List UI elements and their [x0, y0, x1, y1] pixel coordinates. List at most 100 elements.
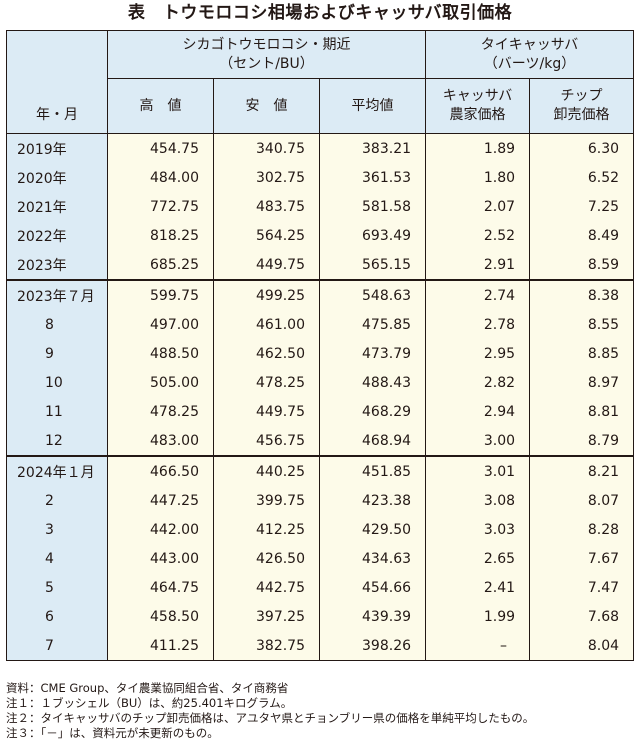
cell-farm: 2.91: [425, 250, 531, 280]
cell-avg: 693.49: [318, 221, 427, 250]
cell-high: 484.00: [107, 163, 214, 192]
cell-high: 454.75: [107, 133, 214, 163]
table-row: 2021年 772.75 483.75 581.58 2.07 7.25: [6, 192, 635, 221]
cell-low: 426.50: [213, 544, 320, 573]
table-row: 7 411.25 382.75 398.26–8.04: [6, 631, 635, 661]
table-row: 5 464.75 442.75 454.66 2.41 7.47: [6, 573, 635, 602]
cell-low: 564.25: [213, 221, 320, 250]
cell-farm: 2.74: [425, 279, 531, 310]
header-group-thai-unit: （バーツ/kg）: [483, 55, 576, 72]
cell-avg: 468.94: [318, 426, 427, 456]
cell-high: 447.25: [107, 486, 214, 515]
cell-high: 464.75: [107, 573, 214, 602]
header-farm-price-line2: 農家価格: [449, 107, 506, 123]
header-group-thai: タイキャッサバ （バーツ/kg）: [425, 30, 635, 79]
table-row: 8 497.00 461.00 475.85 2.78 8.55: [6, 310, 635, 339]
header-chip-price-line1: チップ: [560, 88, 603, 104]
table-row: 2022年 818.25 564.25 693.49 2.52 8.49: [6, 221, 635, 250]
note-1: 注１：１ブッシェル（BU）は、約25.401キログラム。: [6, 696, 293, 710]
cell-farm: 2.07: [425, 192, 531, 221]
cell-avg: 454.66: [318, 573, 427, 602]
cell-chip: 8.07: [529, 486, 635, 515]
cell-farm: –: [425, 631, 531, 661]
header-farm-price: キャッサバ 農家価格: [425, 78, 531, 134]
header-farm-price-line1: キャッサバ: [442, 88, 513, 104]
header-group-chicago-name: シカゴトウモロコシ・期近: [182, 36, 351, 53]
cell-avg: 439.39: [318, 602, 427, 631]
cell-chip: 6.52: [529, 163, 635, 192]
cell-low: 399.75: [213, 486, 320, 515]
row-label: 2023年７月: [6, 279, 108, 310]
cell-avg: 361.53: [318, 163, 427, 192]
row-label: 2024年１月: [6, 455, 108, 486]
cell-high: 818.25: [107, 221, 214, 250]
cell-chip: 8.59: [529, 250, 635, 280]
cell-chip: 8.21: [529, 455, 635, 486]
table-row: 4 443.00 426.50 434.63 2.65 7.67: [6, 544, 635, 573]
cell-avg: 398.26: [318, 631, 427, 661]
table-row: 2020年 484.00 302.75 361.53 1.80 6.52: [6, 163, 635, 192]
cell-high: 478.25: [107, 397, 214, 426]
price-table: 年・月 シカゴトウモロコシ・期近 （セント/BU） タイキャッサバ （バーツ/k…: [6, 30, 635, 661]
note-3: 注３：「－」は、資料元が未更新のもの。: [6, 726, 219, 740]
cell-avg: 565.15: [318, 250, 427, 280]
cell-low: 483.75: [213, 192, 320, 221]
row-label: 7: [6, 631, 108, 661]
cell-chip: 8.04: [529, 631, 635, 661]
cell-chip: 8.79: [529, 426, 635, 456]
row-label: 3: [6, 515, 108, 544]
row-label: 9: [6, 339, 108, 368]
cell-high: 466.50: [107, 455, 214, 486]
header-group-chicago: シカゴトウモロコシ・期近 （セント/BU）: [106, 30, 427, 79]
cell-chip: 6.30: [529, 133, 635, 163]
header-group-chicago-unit: （セント/BU）: [219, 55, 314, 72]
row-label: 12: [6, 426, 108, 456]
cell-low: 382.75: [213, 631, 320, 661]
cell-chip: 8.28: [529, 515, 635, 544]
header-low: 安 値: [213, 78, 320, 134]
cell-high: 442.00: [107, 515, 214, 544]
cell-farm: 2.41: [425, 573, 531, 602]
cell-high: 411.25: [107, 631, 214, 661]
header-group-thai-name: タイキャッサバ: [480, 36, 579, 53]
cell-chip: 8.85: [529, 339, 635, 368]
cell-avg: 423.38: [318, 486, 427, 515]
row-label: 11: [6, 397, 108, 426]
header-chip-price-line2: 卸売価格: [553, 107, 610, 123]
cell-high: 497.00: [107, 310, 214, 339]
cell-low: 302.75: [213, 163, 320, 192]
cell-farm: 2.82: [425, 368, 531, 397]
table-row: 9 488.50 462.50 473.79 2.95 8.85: [6, 339, 635, 368]
cell-chip: 8.55: [529, 310, 635, 339]
row-label: 2020年: [6, 163, 108, 192]
cell-farm: 3.00: [425, 426, 531, 456]
cell-farm: 2.78: [425, 310, 531, 339]
table-row: 2019年 454.75 340.75 383.21 1.89 6.30: [6, 133, 635, 163]
cell-farm: 2.65: [425, 544, 531, 573]
table-row: 12 483.00 456.75 468.94 3.00 8.79: [6, 426, 635, 456]
header-avg: 平均値: [318, 78, 427, 134]
table-body: 2019年 454.75 340.75 383.21 1.89 6.30 2020年 484.…: [6, 133, 635, 661]
row-label: 5: [6, 573, 108, 602]
cell-avg: 548.63: [318, 279, 427, 310]
cell-high: 483.00: [107, 426, 214, 456]
cell-low: 462.50: [213, 339, 320, 368]
cell-chip: 8.81: [529, 397, 635, 426]
header-chip-price: チップ 卸売価格: [529, 78, 635, 134]
cell-low: 440.25: [213, 455, 320, 486]
cell-chip: 7.47: [529, 573, 635, 602]
row-label: 2019年: [6, 133, 108, 163]
cell-low: 397.25: [213, 602, 320, 631]
cell-farm: 1.80: [425, 163, 531, 192]
cell-high: 505.00: [107, 368, 214, 397]
table-row: 10 505.00 478.25 488.43 2.82 8.97: [6, 368, 635, 397]
cell-high: 458.50: [107, 602, 214, 631]
table-row: 11 478.25 449.75 468.29 2.94 8.81: [6, 397, 635, 426]
cell-chip: 8.38: [529, 279, 635, 310]
cell-low: 449.75: [213, 397, 320, 426]
row-label: 4: [6, 544, 108, 573]
cell-high: 443.00: [107, 544, 214, 573]
cell-avg: 468.29: [318, 397, 427, 426]
cell-low: 461.00: [213, 310, 320, 339]
cell-avg: 475.85: [318, 310, 427, 339]
